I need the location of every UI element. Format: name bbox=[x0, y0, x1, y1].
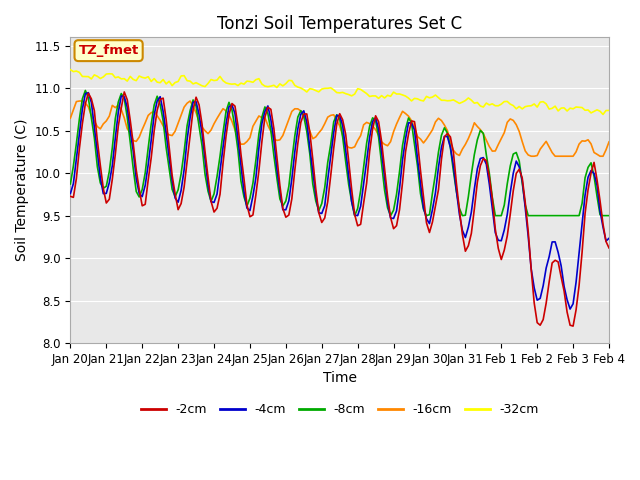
X-axis label: Time: Time bbox=[323, 372, 356, 385]
Legend: -2cm, -4cm, -8cm, -16cm, -32cm: -2cm, -4cm, -8cm, -16cm, -32cm bbox=[136, 398, 544, 421]
Text: TZ_fmet: TZ_fmet bbox=[79, 44, 139, 57]
Y-axis label: Soil Temperature (C): Soil Temperature (C) bbox=[15, 119, 29, 262]
Title: Tonzi Soil Temperatures Set C: Tonzi Soil Temperatures Set C bbox=[217, 15, 462, 33]
